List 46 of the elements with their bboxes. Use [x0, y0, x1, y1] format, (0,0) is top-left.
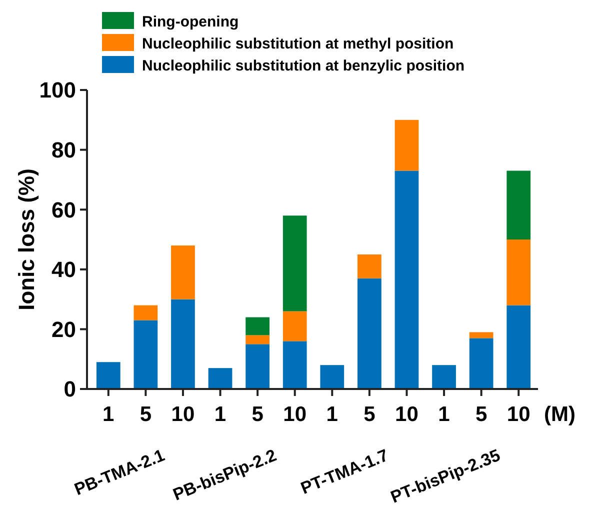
x-tick-label: 5	[364, 403, 376, 426]
bar	[134, 305, 158, 320]
y-axis-title: Ionic loss (%)	[14, 168, 39, 310]
bar	[358, 278, 382, 389]
bar	[358, 254, 382, 278]
bar	[282, 311, 307, 342]
y-tick-label: 80	[52, 138, 76, 162]
x-axis-title: (M)	[544, 403, 576, 426]
x-tick-label: 5	[475, 403, 488, 426]
x-tick-label: 5	[140, 403, 152, 426]
bar	[246, 317, 270, 336]
x-tick-label: 10	[395, 403, 418, 426]
x-tick-label: 5	[252, 403, 264, 426]
bar	[171, 299, 195, 389]
bar	[506, 170, 531, 240]
bar	[246, 335, 270, 344]
bar	[469, 338, 494, 389]
x-tick-label: 1	[438, 403, 450, 426]
x-tick-label: 10	[283, 403, 307, 426]
bar	[96, 362, 120, 389]
y-tick-label: 20	[52, 316, 76, 342]
bar	[506, 305, 531, 389]
bar	[282, 341, 307, 389]
bar	[208, 368, 232, 389]
x-tick-label: 10	[506, 403, 530, 426]
legend-label: Nucleophilic substitution at benzylic position	[142, 57, 465, 74]
bar	[506, 240, 531, 306]
x-tick-label: 1	[102, 403, 115, 426]
bar	[394, 120, 419, 171]
legend-label: Ring-opening	[142, 13, 239, 30]
y-tick-label: 100	[39, 78, 76, 103]
bar	[432, 365, 456, 389]
bar	[282, 216, 307, 312]
legend-label: Nucleophilic substitution at methyl position	[142, 35, 454, 52]
bar	[246, 344, 270, 389]
bar	[171, 245, 195, 300]
x-tick-label: 1	[326, 403, 338, 426]
x-tick-label: 1	[214, 403, 226, 426]
bar	[134, 320, 158, 389]
y-tick-label: 0	[64, 376, 76, 402]
x-tick-label: 10	[171, 403, 195, 426]
bar	[394, 170, 419, 389]
bar	[320, 365, 344, 389]
bar	[469, 332, 494, 338]
y-tick-label: 60	[52, 197, 76, 222]
y-tick-label: 40	[52, 257, 76, 282]
